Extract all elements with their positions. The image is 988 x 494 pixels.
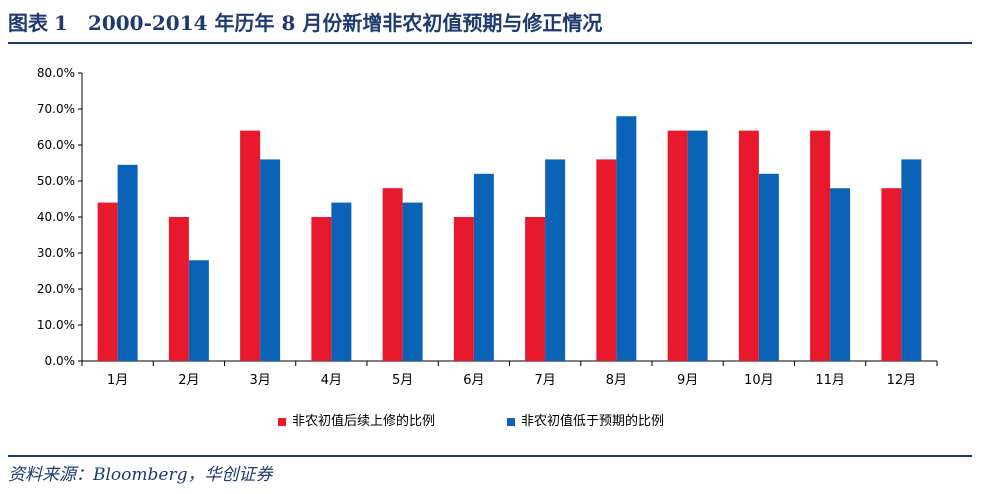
bar-blue xyxy=(616,116,637,361)
bar-blue xyxy=(687,130,708,361)
y-tick-label: 20.0% xyxy=(37,282,75,296)
figure-title-text: 2000-2014 年历年 8 月份新增非农初值预期与修正情况 xyxy=(87,11,603,35)
x-tick-label: 3月 xyxy=(249,373,270,388)
figure-title: 图表 1 2000-2014 年历年 8 月份新增非农初值预期与修正情况 xyxy=(8,8,602,38)
y-tick-label: 70.0% xyxy=(37,102,75,116)
source-note: 资料来源：Bloomberg，华创证券 xyxy=(8,465,273,485)
legend-label-blue: 非农初值低于预期的比例 xyxy=(521,414,665,429)
x-tick-label: 8月 xyxy=(606,373,627,388)
bar-red xyxy=(525,217,546,361)
source-rule xyxy=(8,455,972,457)
bar-red xyxy=(311,217,332,361)
y-tick-label: 60.0% xyxy=(37,138,75,152)
bar-blue xyxy=(758,173,779,361)
x-tick-label: 12月 xyxy=(887,373,917,388)
legend-item-red: 非农初值后续上修的比例 xyxy=(278,412,435,432)
bar-blue xyxy=(830,188,851,361)
y-tick-label: 80.0% xyxy=(37,66,75,80)
bar-red xyxy=(453,217,474,361)
x-tick-label: 1月 xyxy=(107,373,128,388)
bar-red xyxy=(240,130,261,361)
legend-swatch-blue xyxy=(507,418,515,426)
y-tick-label: 10.0% xyxy=(37,318,75,332)
bar-red xyxy=(168,217,189,361)
bar-red xyxy=(810,130,831,361)
figure-number: 1 xyxy=(54,11,68,35)
y-tick-label: 0.0% xyxy=(45,354,76,368)
bar-blue xyxy=(260,159,281,361)
y-tick-label: 50.0% xyxy=(37,174,75,188)
bar-blue xyxy=(545,159,566,361)
bar-red xyxy=(667,130,688,361)
y-tick-label: 30.0% xyxy=(37,246,75,260)
bar-red xyxy=(97,202,118,361)
bar-chart: 0.0% 10.0% 20.0% 30.0% 40.0% 50.0% 60.0% 70.0% 8… xyxy=(37,66,938,388)
bar-blue xyxy=(473,173,494,361)
legend-label-red: 非农初值后续上修的比例 xyxy=(292,414,436,429)
x-tick-label: 10月 xyxy=(744,373,774,388)
bar-red xyxy=(382,188,403,361)
bar-blue xyxy=(117,164,138,361)
legend-item-blue: 非农初值低于预期的比例 xyxy=(507,412,664,432)
bar-red xyxy=(738,130,759,361)
bar-red xyxy=(596,159,617,361)
x-tick-label: 6月 xyxy=(463,373,484,388)
bar-blue xyxy=(402,202,423,361)
x-tick-label: 5月 xyxy=(392,373,413,388)
x-tick-label: 11月 xyxy=(815,373,845,388)
bar-blue xyxy=(901,159,922,361)
x-tick-label: 9月 xyxy=(677,373,698,388)
bar-blue xyxy=(188,260,209,361)
x-tick-label: 2月 xyxy=(178,373,199,388)
bar-blue xyxy=(331,202,352,361)
legend-swatch-red xyxy=(278,418,286,426)
figure-label: 图表 xyxy=(8,11,48,35)
bar-red xyxy=(881,188,902,361)
title-rule xyxy=(8,42,972,44)
y-tick-label: 40.0% xyxy=(37,210,75,224)
x-tick-label: 4月 xyxy=(321,373,342,388)
x-tick-label: 7月 xyxy=(534,373,555,388)
